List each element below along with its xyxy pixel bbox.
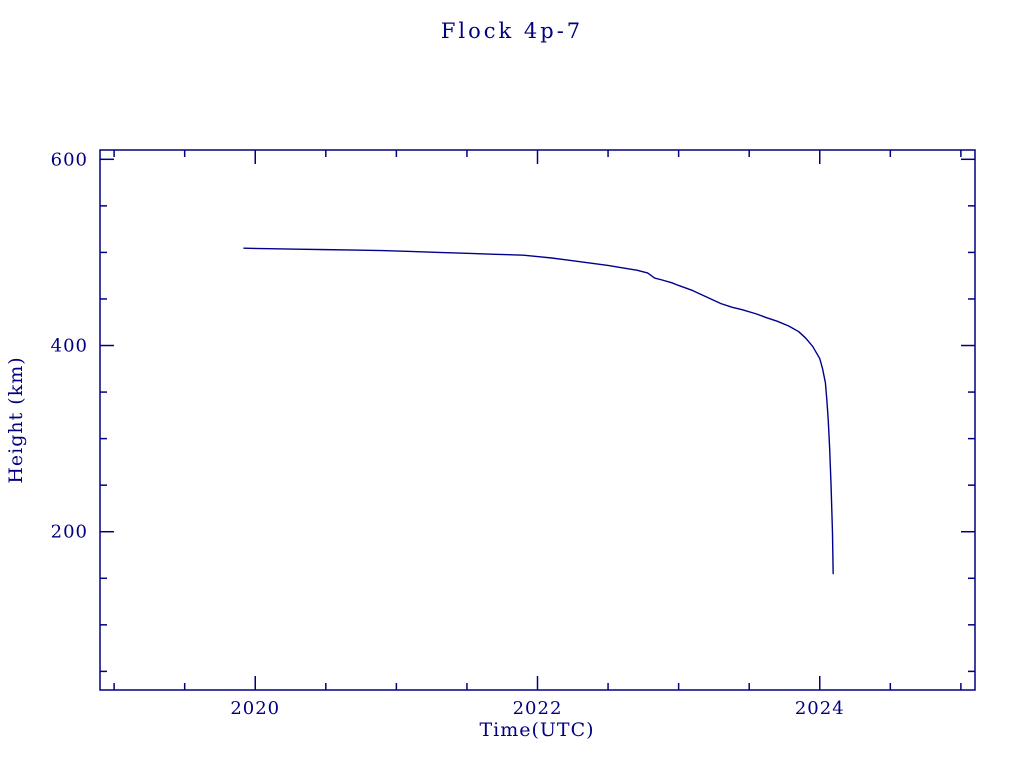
x-axis-label: Time(UTC)	[479, 719, 594, 741]
x-tick-label: 2024	[795, 698, 845, 719]
y-axis-label: Height (km)	[5, 356, 27, 483]
plot-border	[99, 149, 976, 691]
x-tick-label: 2022	[513, 698, 563, 719]
data-line	[243, 247, 834, 575]
x-tick-label: 2020	[230, 698, 280, 719]
y-tick-label: 200	[51, 522, 88, 543]
axis-ticks	[100, 150, 975, 690]
y-tick-label: 400	[51, 336, 88, 357]
y-tick-label: 600	[51, 149, 88, 170]
chart-title: Flock 4p-7	[441, 19, 583, 43]
axis-tick-labels: 2020 2022 2024 200 400 600	[51, 149, 845, 719]
